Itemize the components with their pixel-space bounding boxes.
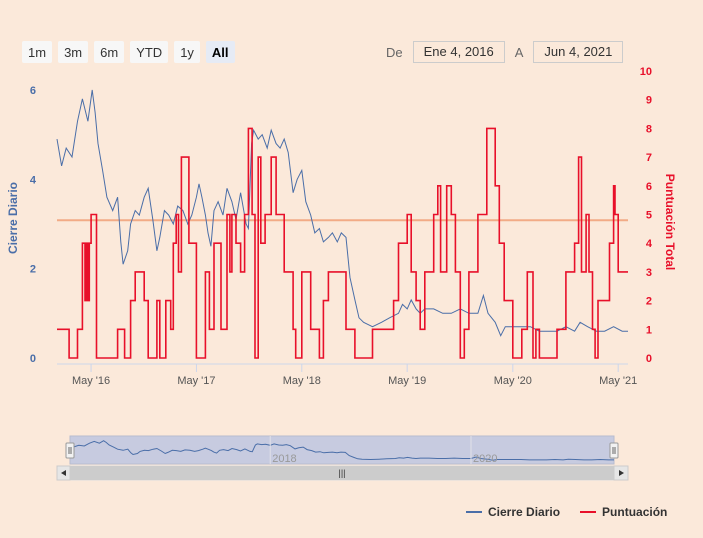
y-left-axis-title: Cierre Diario xyxy=(6,182,20,254)
scrollbar-thumb[interactable] xyxy=(70,466,614,480)
y-right-tick-label: 10 xyxy=(640,66,652,78)
y-left-tick-label: 2 xyxy=(30,264,36,276)
axes: May '16 May '17 May '18 May '19 May '20 May '… xyxy=(6,66,677,387)
x-tick-label: May '20 xyxy=(494,375,532,387)
y-right-tick-label: 9 xyxy=(646,95,652,107)
y-right-tick-label: 1 xyxy=(646,324,652,336)
legend-swatch-close xyxy=(466,511,482,513)
legend-swatch-score xyxy=(580,511,597,513)
series-line-close xyxy=(56,89,628,337)
navigator-series xyxy=(69,440,614,461)
x-tick-label: May '21 xyxy=(599,375,637,387)
scroll-left-arrow-icon xyxy=(61,470,66,476)
navigator-year-label: 2020 xyxy=(473,453,497,465)
y-right-tick-label: 3 xyxy=(646,267,652,279)
legend-item-score[interactable]: Puntuación xyxy=(580,505,667,519)
from-label: De xyxy=(386,44,403,60)
navigator-handle-right[interactable] xyxy=(609,442,619,459)
range-button-3m[interactable]: 3m xyxy=(58,41,89,63)
from-date-input[interactable]: Ene 4, 2016 xyxy=(412,41,505,63)
navigator-year-label: 2018 xyxy=(272,453,296,465)
y-right-tick-label: 0 xyxy=(646,353,652,365)
plot-area xyxy=(56,89,628,359)
legend-item-close[interactable]: Cierre Diario xyxy=(466,505,560,519)
range-selector: 1m 3m 6m YTD 1y All xyxy=(22,41,235,63)
y-right-tick-label: 2 xyxy=(646,296,652,308)
y-left-tick-label: 0 xyxy=(30,353,36,365)
y-left-tick-label: 4 xyxy=(30,174,37,186)
legend-label-score: Puntuación xyxy=(602,505,668,519)
y-right-axis-title: Puntuación Total xyxy=(663,174,677,270)
y-right-tick-label: 8 xyxy=(646,123,652,135)
to-date-input[interactable]: Jun 4, 2021 xyxy=(533,41,624,63)
date-range: De Ene 4, 2016 A Jun 4, 2021 xyxy=(386,41,633,63)
x-tick-label: May '16 xyxy=(72,375,110,387)
range-button-ytd[interactable]: YTD xyxy=(130,41,169,63)
y-right-tick-label: 4 xyxy=(646,238,653,250)
series-line-score xyxy=(57,127,628,359)
x-tick-label: May '18 xyxy=(283,375,321,387)
range-button-1m[interactable]: 1m xyxy=(22,41,53,63)
legend-label-close: Cierre Diario xyxy=(488,505,561,519)
y-right-tick-label: 5 xyxy=(646,210,652,222)
range-button-1y[interactable]: 1y xyxy=(174,41,200,63)
to-label: A xyxy=(514,44,524,60)
navigator-handle-left[interactable] xyxy=(65,442,75,459)
range-button-all[interactable]: All xyxy=(205,41,235,63)
x-tick-label: May '17 xyxy=(177,375,215,387)
y-left-tick-label: 6 xyxy=(30,85,36,97)
legend: Cierre Diario Puntuación xyxy=(466,505,667,519)
scrollbar-grip: ||| xyxy=(338,468,345,478)
y-right-tick-label: 7 xyxy=(646,152,652,164)
x-tick-label: May '19 xyxy=(388,375,426,387)
range-button-6m[interactable]: 6m xyxy=(94,41,125,63)
navigator[interactable]: 2018 2020 ||| xyxy=(56,435,629,481)
scroll-right-arrow-icon xyxy=(619,470,624,476)
y-right-tick-label: 6 xyxy=(646,181,652,193)
